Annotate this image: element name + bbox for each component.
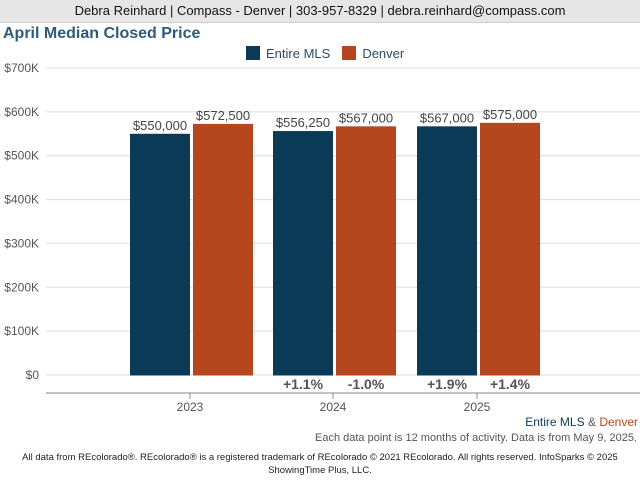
- change-label: -1.0%: [348, 376, 385, 392]
- x-tick-label: 2025: [464, 400, 491, 414]
- y-tick-label: $500K: [4, 149, 39, 163]
- y-tick-label: $100K: [4, 324, 39, 338]
- footer-series-legend: Entire MLS & Denver: [525, 415, 638, 429]
- data-label: $567,000: [420, 110, 474, 125]
- y-tick-label: $400K: [4, 193, 39, 207]
- footer-legend-entire-mls: Entire MLS: [525, 415, 585, 429]
- bar-denver: [193, 123, 253, 376]
- contact-header: Debra Reinhard | Compass - Denver | 303-…: [0, 0, 640, 23]
- data-label: $572,500: [196, 108, 250, 123]
- data-label: $575,000: [483, 107, 537, 122]
- legal-line-1: All data from REcolorado®. REcolorado® i…: [22, 452, 618, 463]
- y-tick-label: $0: [26, 368, 40, 382]
- legal-notice: All data from REcolorado®. REcolorado® i…: [0, 451, 640, 477]
- contact-text: Debra Reinhard | Compass - Denver | 303-…: [74, 3, 566, 18]
- bar-entire-mls: [273, 131, 333, 376]
- bar-denver: [480, 122, 540, 376]
- chart-legend: Entire MLS Denver: [246, 45, 416, 61]
- footer-legend-amp: &: [587, 415, 596, 429]
- bar-entire-mls: [130, 133, 190, 376]
- legend-swatch-entire-mls: [246, 46, 260, 60]
- legend-item-denver[interactable]: Denver: [342, 46, 404, 61]
- data-note: Each data point is 12 months of activity…: [314, 432, 637, 444]
- legal-line-2: ShowingTime Plus, LLC.: [268, 465, 372, 476]
- x-tick-label: 2024: [320, 400, 347, 414]
- legend-label-denver: Denver: [362, 45, 405, 61]
- legend-swatch-denver: [342, 46, 357, 60]
- data-label: $550,000: [133, 118, 187, 133]
- bar-denver: [336, 126, 396, 376]
- data-label: $556,250: [276, 115, 330, 130]
- legend-item-entire-mls[interactable]: Entire MLS: [246, 46, 330, 61]
- y-tick-label: $700K: [4, 61, 39, 75]
- change-label: +1.9%: [427, 376, 468, 392]
- data-label: $567,000: [339, 110, 393, 125]
- y-tick-label: $600K: [4, 105, 39, 119]
- x-tick-label: 2023: [177, 400, 204, 414]
- y-tick-label: $200K: [4, 280, 39, 294]
- change-label: +1.4%: [490, 376, 531, 392]
- y-tick-label: $300K: [4, 236, 39, 250]
- footer-legend-denver: Denver: [599, 415, 638, 429]
- legend-label-entire-mls: Entire MLS: [266, 45, 331, 61]
- bar-entire-mls: [417, 126, 477, 376]
- chart-title: April Median Closed Price: [3, 25, 201, 42]
- change-label: +1.1%: [283, 376, 324, 392]
